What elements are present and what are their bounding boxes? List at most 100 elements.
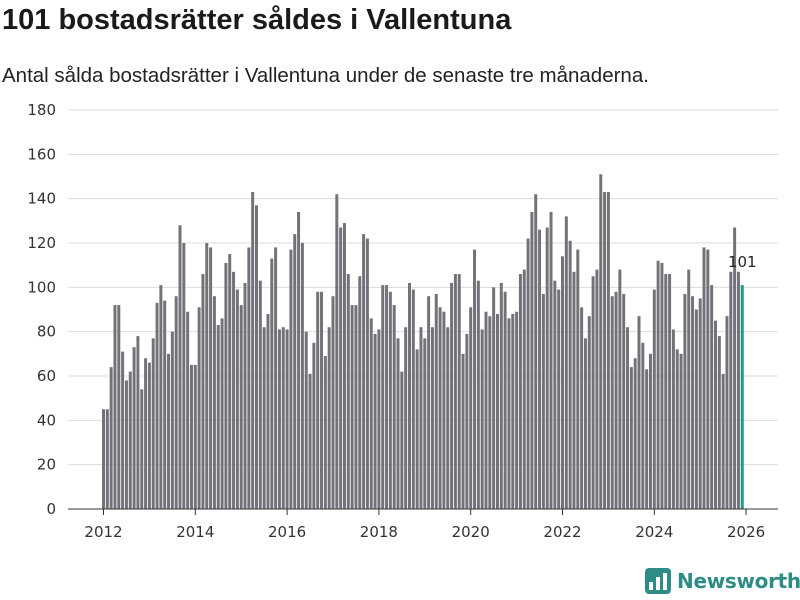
bar: [396, 338, 400, 509]
chart-title: 101 bostadsrätter såldes i Vallentuna: [2, 4, 512, 36]
bar: [251, 192, 255, 509]
bar: [408, 282, 411, 509]
bar: [167, 353, 171, 509]
x-tick-label: 2012: [84, 523, 122, 541]
newsworthy-logo-text: Newsworthy: [677, 569, 800, 593]
bar: [648, 353, 652, 509]
x-tick-label: 2018: [360, 523, 398, 541]
y-tick-label: 180: [27, 101, 56, 119]
chart-subtitle: Antal sålda bostadsrätter i Vallentuna u…: [2, 64, 649, 87]
bar: [450, 282, 454, 509]
bar: [182, 243, 186, 509]
bar: [492, 287, 496, 509]
y-tick-label: 100: [27, 278, 56, 296]
bar: [706, 249, 710, 509]
bar: [266, 313, 270, 509]
x-tick-label: 2022: [543, 523, 581, 541]
bar: [392, 305, 396, 509]
bar: [675, 349, 679, 509]
bar: [526, 238, 530, 509]
bar: [603, 192, 607, 509]
bar: [155, 302, 159, 509]
bar: [725, 316, 729, 509]
bar: [320, 291, 324, 509]
bar: [274, 247, 278, 509]
bar: [147, 362, 151, 509]
bar: [342, 223, 346, 510]
bar: [710, 285, 714, 509]
y-tick-label: 140: [27, 190, 56, 208]
bar: [622, 293, 626, 509]
bar: [224, 262, 228, 509]
y-tick-label: 160: [27, 145, 56, 163]
bar: [281, 327, 285, 509]
bar: [239, 305, 243, 509]
bar: [453, 274, 457, 509]
bar: [488, 316, 492, 509]
bar: [335, 194, 339, 510]
bar: [606, 192, 610, 509]
bar: [297, 211, 301, 509]
bar: [377, 329, 381, 509]
y-tick-label: 40: [37, 411, 56, 429]
bar: [201, 274, 205, 509]
bar: [534, 194, 538, 510]
bar: [652, 289, 656, 509]
bar: [679, 353, 683, 509]
bar: [381, 285, 385, 509]
bar: [327, 327, 331, 509]
bar: [626, 327, 630, 509]
bar: [124, 380, 128, 509]
bar: [691, 296, 695, 509]
bar: [109, 367, 113, 509]
bar: [243, 282, 247, 509]
bar: [614, 291, 618, 509]
bar: [561, 256, 564, 509]
newsworthy-logo: Newsworthy: [645, 568, 800, 594]
bar: [339, 227, 343, 510]
bar: [618, 269, 622, 509]
bar: [163, 300, 167, 509]
bar: [465, 333, 469, 509]
bar: [197, 307, 201, 509]
bar: [121, 351, 125, 509]
bar: [461, 353, 465, 509]
x-tick-label: 2020: [452, 523, 490, 541]
bar: [530, 211, 534, 509]
bar: [507, 318, 511, 509]
bar: [503, 291, 507, 509]
bar: [549, 211, 553, 509]
bar: [293, 234, 297, 509]
bar: [587, 316, 591, 509]
bar: [205, 243, 209, 509]
bar: [518, 274, 522, 509]
highlight-bar: [740, 285, 744, 509]
bar: [316, 291, 320, 509]
bar: [457, 274, 461, 509]
bar: [113, 305, 117, 509]
bar: [694, 309, 698, 509]
bar: [102, 409, 105, 509]
x-tick-label: 2026: [727, 523, 765, 541]
bar: [591, 276, 595, 509]
bar: [538, 229, 542, 509]
bar: [354, 305, 358, 509]
bar: [595, 269, 599, 509]
bar: [721, 373, 725, 509]
bar: [515, 311, 519, 509]
bar: [683, 293, 687, 509]
bar: [178, 225, 182, 509]
bar: [186, 311, 190, 509]
bar: [427, 296, 431, 509]
bar: [442, 311, 446, 509]
bar: [511, 313, 515, 509]
bar: [373, 333, 377, 509]
bar: [664, 274, 668, 509]
bar: [495, 313, 499, 509]
bar: [258, 280, 262, 509]
bar: [717, 336, 721, 509]
bar: [687, 269, 691, 509]
bar: [484, 311, 488, 509]
bar: [583, 338, 587, 509]
bar: [404, 327, 408, 509]
